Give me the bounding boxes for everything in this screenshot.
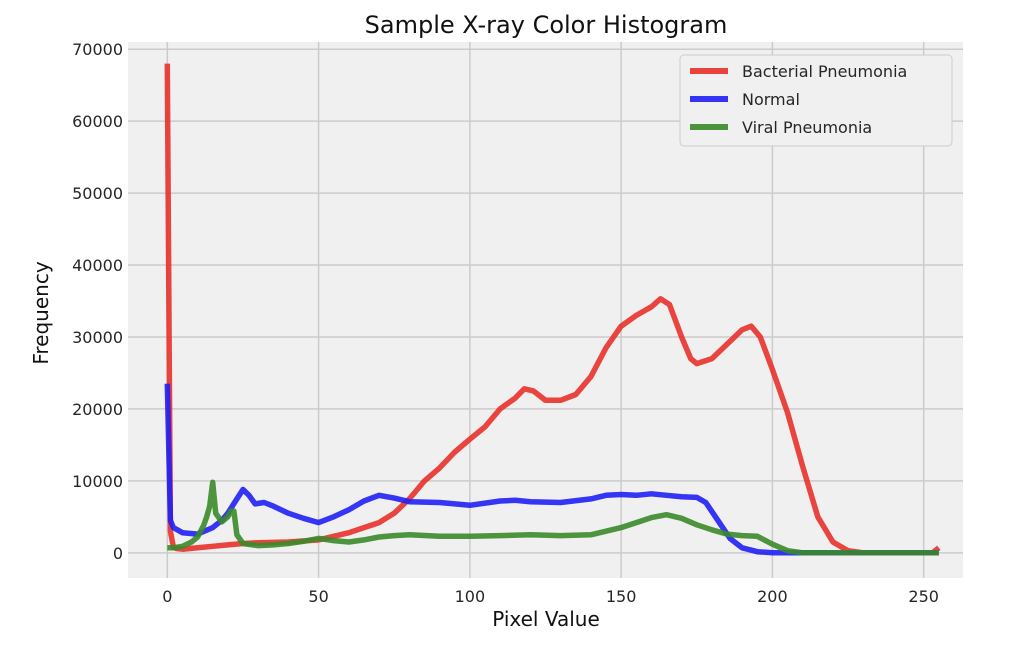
series-line-viral-pneumonia	[167, 479, 939, 556]
y-axis-label: Frequency	[29, 261, 53, 364]
legend-label-bacterial-pneumonia: Bacterial Pneumonia	[742, 62, 907, 81]
y-tick-label: 70000	[72, 40, 123, 59]
legend-box	[679, 54, 953, 147]
series-lines	[164, 63, 941, 556]
legend: Bacterial Pneumonia Normal Viral Pneumonia	[679, 54, 953, 147]
x-tick-label: 250	[908, 587, 939, 606]
y-tick-label: 0	[113, 544, 123, 563]
legend-label-normal: Normal	[742, 90, 800, 109]
y-tick-label: 30000	[72, 328, 123, 347]
tick-labels: 0 50 100 150 200 250 0 10000 20000 30000 40000 5000…	[72, 40, 939, 606]
series-line-normal	[164, 383, 939, 556]
x-tick-label: 200	[757, 587, 788, 606]
x-tick-label: 0	[162, 587, 172, 606]
series-line-bacterial-pneumonia	[164, 63, 941, 556]
y-tick-label: 10000	[72, 472, 123, 491]
x-tick-label: 50	[308, 587, 328, 606]
y-tick-label: 50000	[72, 184, 123, 203]
legend-items: Bacterial Pneumonia Normal Viral Pneumonia	[690, 62, 907, 137]
y-tick-label: 60000	[72, 112, 123, 131]
x-tick-label: 100	[455, 587, 486, 606]
legend-label-viral-pneumonia: Viral Pneumonia	[742, 118, 872, 137]
x-tick-label: 150	[606, 587, 637, 606]
x-axis-label: Pixel Value	[492, 607, 600, 631]
y-tick-label: 20000	[72, 400, 123, 419]
chart-title: Sample X-ray Color Histogram	[365, 11, 728, 39]
y-tick-label: 40000	[72, 256, 123, 275]
